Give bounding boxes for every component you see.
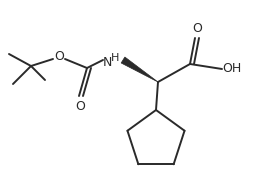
Text: O: O (192, 21, 202, 34)
Text: H: H (111, 53, 119, 63)
Text: N: N (102, 56, 112, 69)
Text: OH: OH (222, 62, 242, 75)
Text: O: O (54, 49, 64, 62)
Text: O: O (75, 99, 85, 112)
Polygon shape (121, 57, 158, 82)
